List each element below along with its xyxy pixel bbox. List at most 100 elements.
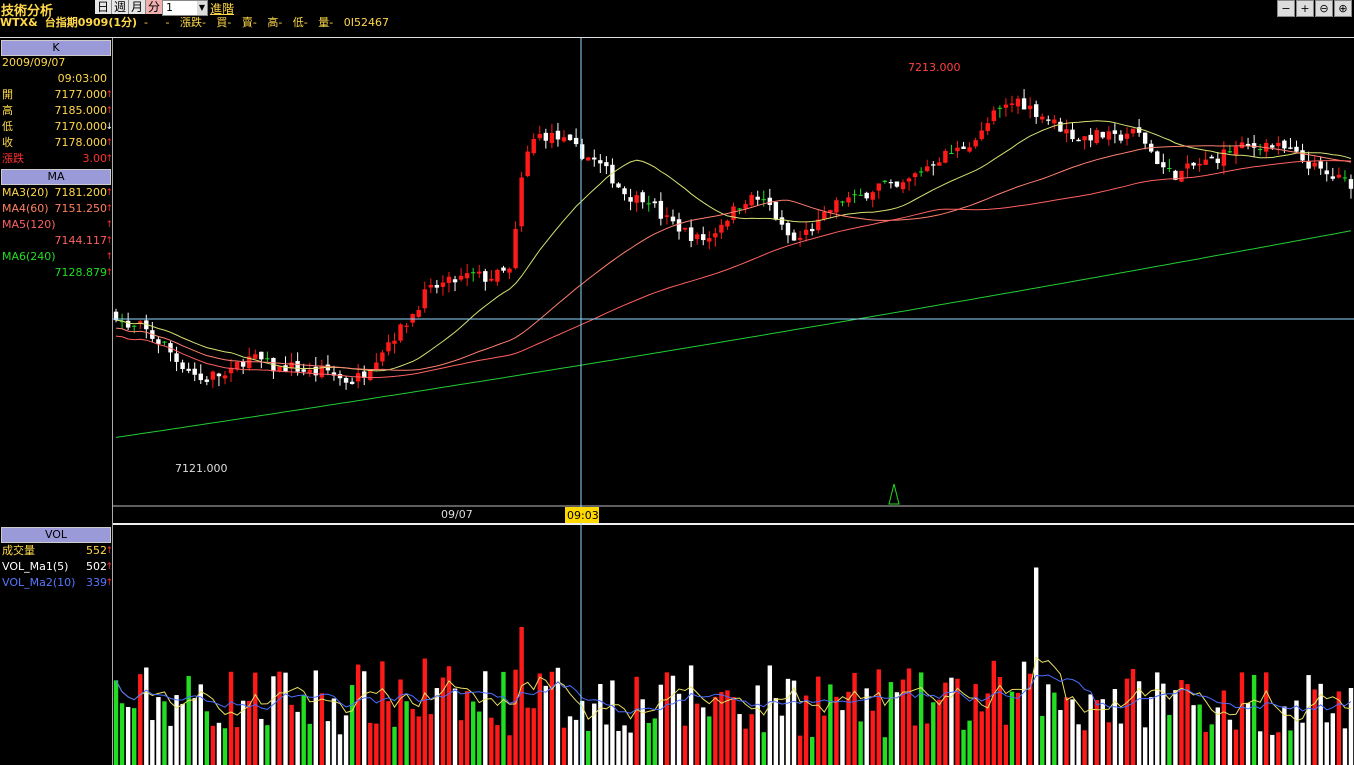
candle-body (579, 144, 585, 159)
candle-body (119, 321, 125, 323)
period-day-button[interactable]: 日 (95, 0, 113, 14)
candle-body (894, 181, 900, 187)
volume-bar (1161, 683, 1166, 765)
toolbar: 技術分析 日 週 月 分 1 ▼ 進階 WTX& 台指期0909(1分) - -… (0, 0, 1354, 38)
volume-bar (452, 688, 458, 765)
candle-body (452, 279, 458, 283)
zoom-out-icon[interactable]: ⊖ (1315, 0, 1333, 17)
candle-body (446, 276, 452, 283)
volume-bar (119, 703, 125, 765)
high-price-label: 7213.000 (908, 61, 961, 74)
candle-body (840, 201, 845, 203)
volume-bar (822, 715, 827, 765)
ma-row-2: MA5(120) ↑ (1, 217, 113, 233)
candle-body (1312, 162, 1317, 167)
add-icon[interactable]: + (1296, 0, 1314, 17)
volume-bar (646, 722, 651, 765)
volume-bar (1100, 699, 1105, 765)
panel-divider (112, 38, 113, 765)
candle-body (906, 178, 912, 182)
volume-bar (1342, 728, 1348, 765)
candle-body (1173, 170, 1178, 180)
volume-bar (253, 672, 258, 765)
volume-bar (694, 703, 700, 765)
advanced-link[interactable]: 進階 (210, 2, 235, 16)
candle-body (495, 269, 500, 282)
candle-body (1179, 170, 1184, 182)
contract-label: 台指期0909(1分) (44, 16, 138, 29)
candle-body (688, 227, 694, 241)
candle-body (1009, 103, 1015, 105)
volume-bar (1027, 673, 1033, 765)
candle-body (228, 367, 234, 374)
candle-body (761, 199, 766, 201)
k-row-3-label: 收 (2, 136, 13, 149)
candle-body (610, 164, 615, 184)
volume-bar (713, 696, 718, 765)
volume-bar (222, 728, 228, 765)
vol-ma10-line (115, 674, 1352, 714)
volume-bar (1070, 699, 1075, 765)
candle-body (1270, 145, 1275, 148)
candle-body (828, 210, 833, 213)
period-selector: 日 週 月 分 (95, 0, 164, 14)
candle-body (755, 196, 760, 200)
candle-body (743, 204, 748, 209)
ma-row-3-value-line: 7128.879 ↑ (1, 265, 114, 281)
volume-bar (931, 702, 936, 765)
candle-body (210, 371, 216, 380)
candle-body (277, 366, 282, 372)
candle-body (1306, 160, 1311, 169)
volume-bar (228, 671, 234, 765)
app-title: 技術分析 (1, 4, 54, 19)
vol-row-1-label: VOL_Ma1(5) (2, 560, 69, 573)
period-month-button[interactable]: 月 (129, 0, 147, 14)
candle-body (1076, 139, 1081, 142)
volume-bar (876, 669, 881, 765)
interval-dropdown[interactable]: 1 ▼ (162, 0, 208, 16)
candle-body (234, 361, 240, 370)
candle-body (1257, 149, 1263, 151)
volume-bar (355, 664, 361, 765)
period-minute-button[interactable]: 分 (146, 0, 164, 14)
candle-body (307, 369, 312, 373)
volume-bar (1324, 722, 1329, 765)
candle-body (1033, 104, 1039, 117)
volume-bar (985, 693, 990, 765)
candle-body (319, 366, 325, 378)
candle-body (664, 215, 670, 217)
candle-body (410, 314, 415, 323)
volume-bar (834, 696, 839, 765)
k-time: 09:03:00 (57, 72, 107, 85)
candle-body (204, 379, 210, 382)
candle-body (749, 194, 754, 206)
volume-bar (162, 701, 167, 765)
candle-body (900, 182, 906, 190)
candle-body (295, 361, 300, 372)
arrow-up-icon: ↑ (105, 578, 113, 588)
candle-body (937, 162, 942, 166)
volume-bar (1276, 732, 1281, 765)
candle-body (343, 377, 349, 383)
volume-bar (1106, 722, 1112, 765)
minimize-icon[interactable]: − (1277, 0, 1295, 17)
candle-body (247, 356, 252, 369)
k-row-2-label: 低 (2, 120, 13, 133)
volume-bar (362, 671, 367, 765)
chart-area[interactable]: 7213.000 7121.000 09/07 09:03 (113, 38, 1354, 765)
candle-body (1046, 119, 1051, 121)
volume-bar (428, 714, 434, 765)
vol-row-0-label: 成交量 (2, 544, 35, 557)
candle-body (174, 353, 179, 362)
volume-bar (277, 671, 282, 765)
candle-body (265, 358, 270, 360)
vol-row-2: VOL_Ma2(10) 339 ↑ (1, 575, 113, 591)
candle-body (713, 233, 718, 238)
candle-body (180, 362, 185, 369)
candle-body (1027, 105, 1033, 110)
zoom-in-icon[interactable]: ⊕ (1334, 0, 1352, 17)
volume-bar (682, 725, 688, 765)
period-week-button[interactable]: 週 (112, 0, 130, 14)
candle-body (1300, 150, 1305, 161)
volume-bar (707, 716, 712, 765)
